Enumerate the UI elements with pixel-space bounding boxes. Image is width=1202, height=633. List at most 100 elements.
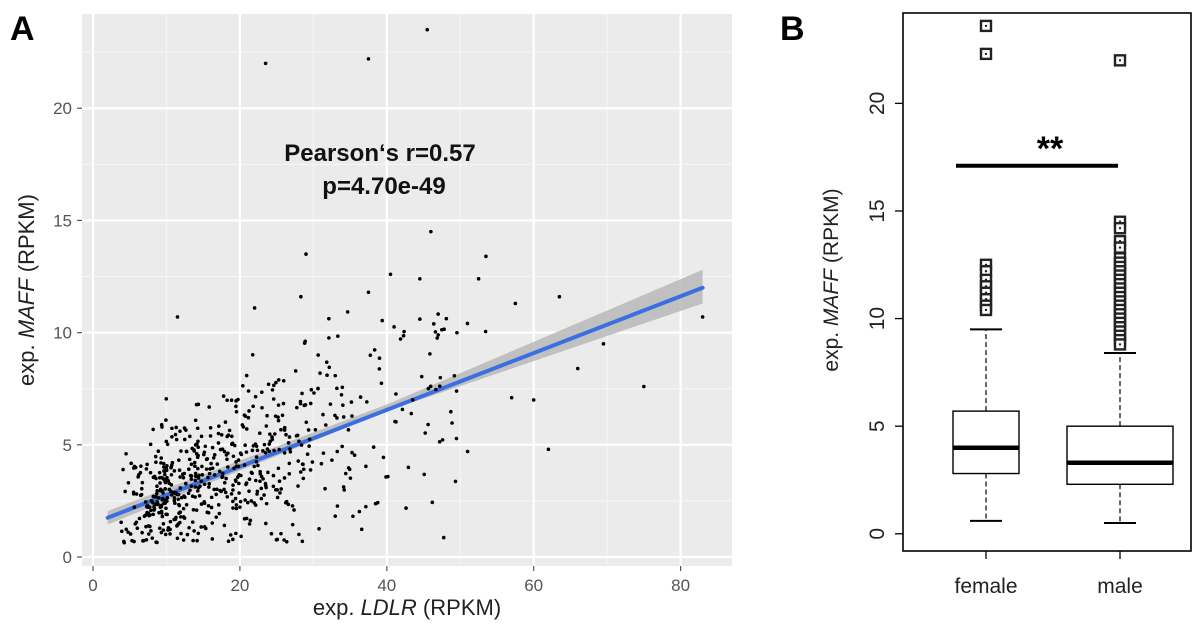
scatter-point (279, 487, 283, 491)
scatter-point (138, 493, 143, 498)
scatter-point (146, 532, 151, 536)
scatter-point (182, 437, 187, 442)
scatter-point (195, 538, 199, 543)
scatter-point (205, 456, 210, 461)
scatter-point (210, 445, 215, 450)
scatter-point (509, 395, 514, 400)
scatter-point (325, 373, 329, 378)
scatter-point (258, 471, 263, 476)
scatter-point (341, 415, 346, 419)
scatter-point (450, 421, 454, 425)
scatter-point (700, 315, 705, 319)
scatter-point (275, 537, 280, 542)
scatter-point (193, 418, 198, 423)
scatter-point (321, 451, 326, 455)
scatter-point (279, 531, 283, 536)
scatter-point (343, 471, 348, 476)
scatter-point (260, 406, 264, 410)
scatter-point (371, 445, 376, 449)
scatter-point (401, 333, 406, 338)
scatter-point (342, 488, 347, 492)
scatter-point (187, 457, 192, 462)
iqr-box (952, 410, 1020, 475)
scatter-point (145, 462, 149, 467)
scatter-point (172, 490, 176, 495)
scatter-point (228, 533, 233, 537)
scatter-point (425, 27, 429, 32)
scatter-point (210, 537, 215, 541)
y-axis-label-b-gene: MAFF (820, 268, 843, 326)
scatter-point (164, 439, 169, 444)
scatter-point (148, 470, 153, 475)
scatter-point (379, 381, 384, 386)
scatter-point (297, 532, 301, 537)
scatter-point (222, 523, 227, 528)
scatter-point (248, 518, 253, 523)
outlier-dot (1118, 246, 1122, 249)
scatter-point (167, 481, 171, 486)
scatter-point (261, 449, 265, 453)
scatter-point (163, 532, 168, 537)
scatter-point (237, 481, 241, 486)
scatter-point (264, 521, 268, 526)
scatter-point (174, 437, 179, 442)
scatter-point (271, 484, 276, 489)
scatter-point (300, 539, 305, 544)
scatter-point (159, 461, 163, 465)
scatter-point (211, 456, 216, 460)
scatter-point (295, 433, 300, 438)
scatter-point (349, 400, 354, 404)
scatter-point (232, 443, 237, 448)
y-tick-label-b: 5 (866, 420, 889, 432)
scatter-point (161, 491, 165, 495)
scatter-point (276, 378, 281, 382)
scatter-point (206, 503, 211, 508)
scatter-point (335, 504, 340, 508)
scatter-point (440, 438, 445, 442)
scatter-point (119, 529, 124, 534)
scatter-point (162, 469, 166, 473)
scatter-point (135, 526, 140, 531)
scatter-point (302, 341, 307, 345)
scatter-point (181, 515, 186, 519)
scatter-point (398, 337, 403, 341)
scatter-point (301, 467, 306, 472)
scatter-point (274, 380, 278, 385)
scatter-point (253, 394, 258, 399)
scatter-point (243, 443, 247, 448)
scatter-point (159, 511, 164, 515)
scatter-point (165, 495, 170, 500)
scatter-point (287, 435, 292, 439)
scatter-point (437, 439, 442, 444)
scatter-point (121, 467, 125, 472)
p-value-annotation: p=4.70e-49 (322, 173, 445, 200)
scatter-point (216, 431, 221, 436)
scatter-point (388, 272, 393, 277)
scatter-point (142, 514, 147, 518)
scatter-point (282, 476, 287, 480)
scatter-point (365, 400, 369, 404)
scatter-point (265, 413, 269, 418)
scatter-point (439, 327, 444, 332)
significance-bar: ** (956, 130, 1118, 168)
scatter-point (273, 414, 278, 418)
scatter-point (327, 336, 331, 340)
x-tick-label: 60 (524, 576, 543, 595)
plot-background (82, 14, 732, 566)
scatter-point (140, 480, 145, 485)
x-axis-label-prefix: exp. (313, 595, 361, 620)
y-axis-label-b: exp. MAFF (RPKM) (820, 188, 843, 371)
scatter-point (161, 522, 166, 526)
scatter-point (333, 413, 337, 418)
scatter-point (176, 497, 181, 502)
scatter-point (158, 488, 163, 493)
scatter-point (345, 310, 350, 314)
panel-letter-b: B (780, 10, 805, 48)
scatter-point (204, 467, 209, 471)
outlier-dot (984, 308, 988, 312)
scatter-point (175, 523, 180, 527)
x-tick-label: 40 (377, 576, 396, 595)
scatter-point (152, 508, 156, 512)
scatter-point (267, 442, 272, 446)
scatter-point (465, 321, 470, 326)
